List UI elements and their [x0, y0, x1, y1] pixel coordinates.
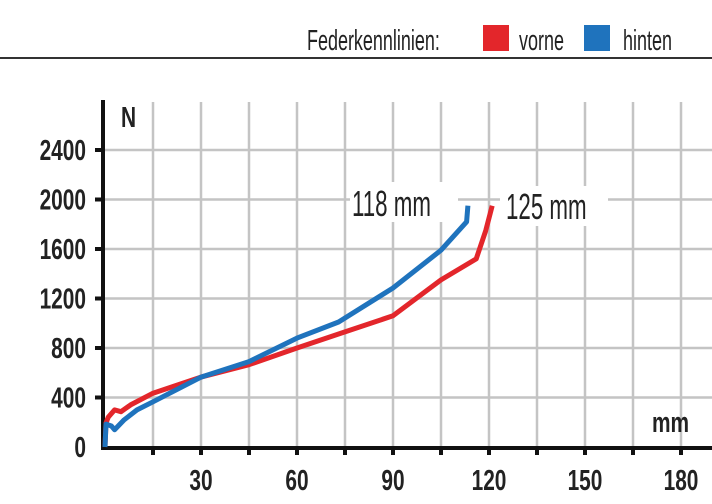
y-axis-label: N: [121, 102, 136, 134]
x-tick-label: 30: [189, 465, 212, 497]
series-line-vorne: [102, 205, 495, 448]
x-axis-label: mm: [652, 407, 689, 439]
y-tick-label: 400: [51, 382, 86, 414]
x-tick-label: 60: [285, 465, 308, 497]
annotation-bg: [500, 186, 608, 226]
legend-swatch-vorne: [483, 25, 509, 51]
annotation-118mm: 118 mm: [352, 185, 431, 225]
y-tick-label: 800: [51, 333, 86, 365]
y-tick-label: 2400: [40, 135, 86, 167]
x-tick-label: 120: [472, 465, 507, 497]
legend-title: Federkennlinien:: [307, 25, 440, 57]
x-tick-label: 90: [381, 465, 404, 497]
series-line-hinten: [102, 205, 471, 448]
annotation-125mm: 125 mm: [506, 188, 587, 228]
legend-swatch-hinten: [584, 25, 610, 51]
legend-label-vorne: vorne: [519, 25, 564, 57]
y-tick-label: 1200: [40, 283, 86, 315]
y-tick-label: 1600: [40, 234, 86, 266]
legend-label-hinten: hinten: [623, 25, 672, 57]
annotation-bg: [350, 182, 458, 222]
y-tick-label: 2000: [40, 184, 86, 216]
x-tick-label: 150: [568, 465, 603, 497]
y-tick-label: 0: [74, 432, 86, 464]
x-tick-label: 180: [664, 465, 699, 497]
